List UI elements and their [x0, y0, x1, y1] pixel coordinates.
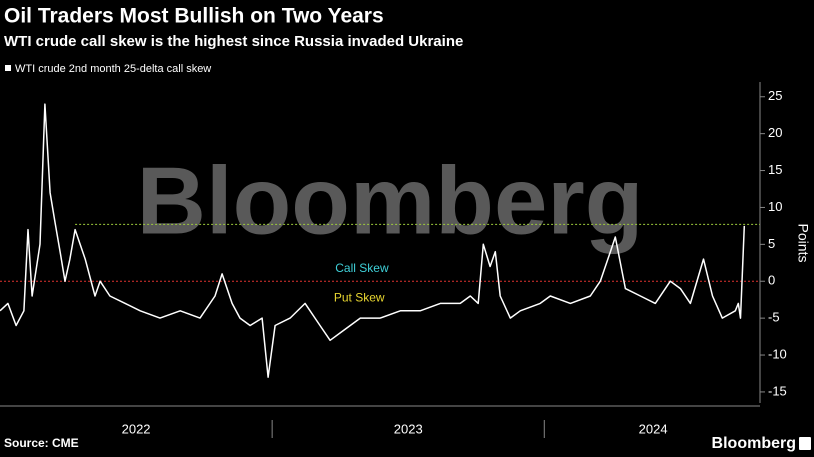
series-line [0, 103, 746, 378]
legend-swatch [5, 65, 11, 71]
y-tick-label: 15 [768, 162, 782, 177]
y-tick-label: -5 [768, 310, 780, 325]
y-tick-label: -10 [768, 346, 787, 361]
annotation: Call Skew [335, 261, 389, 275]
y-tick-label: 0 [768, 273, 775, 288]
legend-label: WTI crude 2nd month 25-delta call skew [15, 63, 211, 75]
y-tick-label: 25 [768, 88, 782, 103]
logo: Bloomberg [712, 435, 796, 452]
source: Source: CME [4, 436, 79, 450]
chart-title: Oil Traders Most Bullish on Two Years [4, 5, 384, 28]
logo-icon [799, 437, 811, 450]
y-axis-label: Points [795, 224, 811, 263]
watermark: Bloomberg [137, 147, 644, 254]
y-tick-label: 10 [768, 199, 782, 214]
y-tick-label: 20 [768, 125, 782, 140]
y-tick-label: 5 [768, 236, 775, 251]
annotation: Put Skew [334, 290, 385, 304]
x-tick-label: 2022 [122, 421, 151, 436]
x-tick-label: 2024 [639, 421, 668, 436]
x-tick-label: 2023 [394, 421, 423, 436]
y-tick-label: -15 [768, 383, 787, 398]
chart-subtitle: WTI crude call skew is the highest since… [4, 33, 463, 50]
